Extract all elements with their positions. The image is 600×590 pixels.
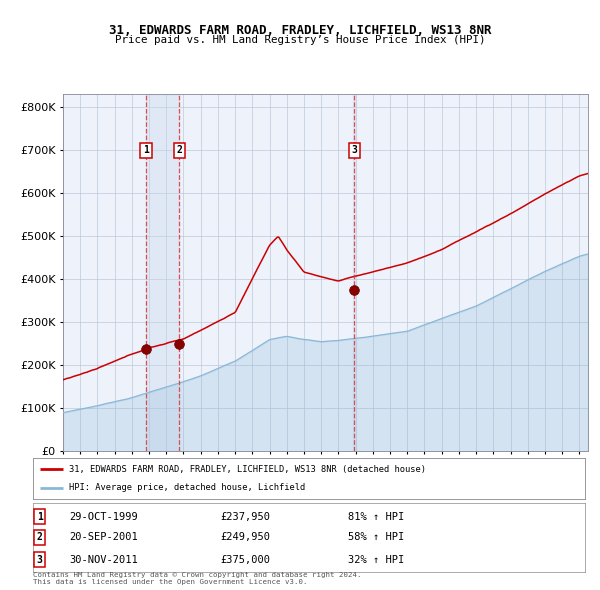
Text: 3: 3 [37,555,43,565]
Text: 29-OCT-1999: 29-OCT-1999 [69,512,137,522]
Text: 20-SEP-2001: 20-SEP-2001 [69,533,137,542]
Bar [353,94,356,451]
Text: 30-NOV-2011: 30-NOV-2011 [69,555,137,565]
Text: 58% ↑ HPI: 58% ↑ HPI [347,533,404,542]
Text: Price paid vs. HM Land Registry’s House Price Index (HPI): Price paid vs. HM Land Registry’s House … [115,35,485,45]
Text: 32% ↑ HPI: 32% ↑ HPI [347,555,404,565]
Text: 3: 3 [352,145,357,155]
Text: 2: 2 [37,533,43,542]
Text: HPI: Average price, detached house, Lichfield: HPI: Average price, detached house, Lich… [69,483,305,492]
Text: Contains HM Land Registry data © Crown copyright and database right 2024.: Contains HM Land Registry data © Crown c… [33,572,361,578]
Text: 1: 1 [37,512,43,522]
Text: This data is licensed under the Open Government Licence v3.0.: This data is licensed under the Open Gov… [33,579,308,585]
Text: 2: 2 [176,145,182,155]
Text: £375,000: £375,000 [221,555,271,565]
Bar [146,94,179,451]
Text: 31, EDWARDS FARM ROAD, FRADLEY, LICHFIELD, WS13 8NR (detached house): 31, EDWARDS FARM ROAD, FRADLEY, LICHFIEL… [69,465,426,474]
Text: £237,950: £237,950 [221,512,271,522]
Text: 31, EDWARDS FARM ROAD, FRADLEY, LICHFIELD, WS13 8NR: 31, EDWARDS FARM ROAD, FRADLEY, LICHFIEL… [109,24,491,37]
Text: 81% ↑ HPI: 81% ↑ HPI [347,512,404,522]
Text: 1: 1 [143,145,149,155]
Text: £249,950: £249,950 [221,533,271,542]
